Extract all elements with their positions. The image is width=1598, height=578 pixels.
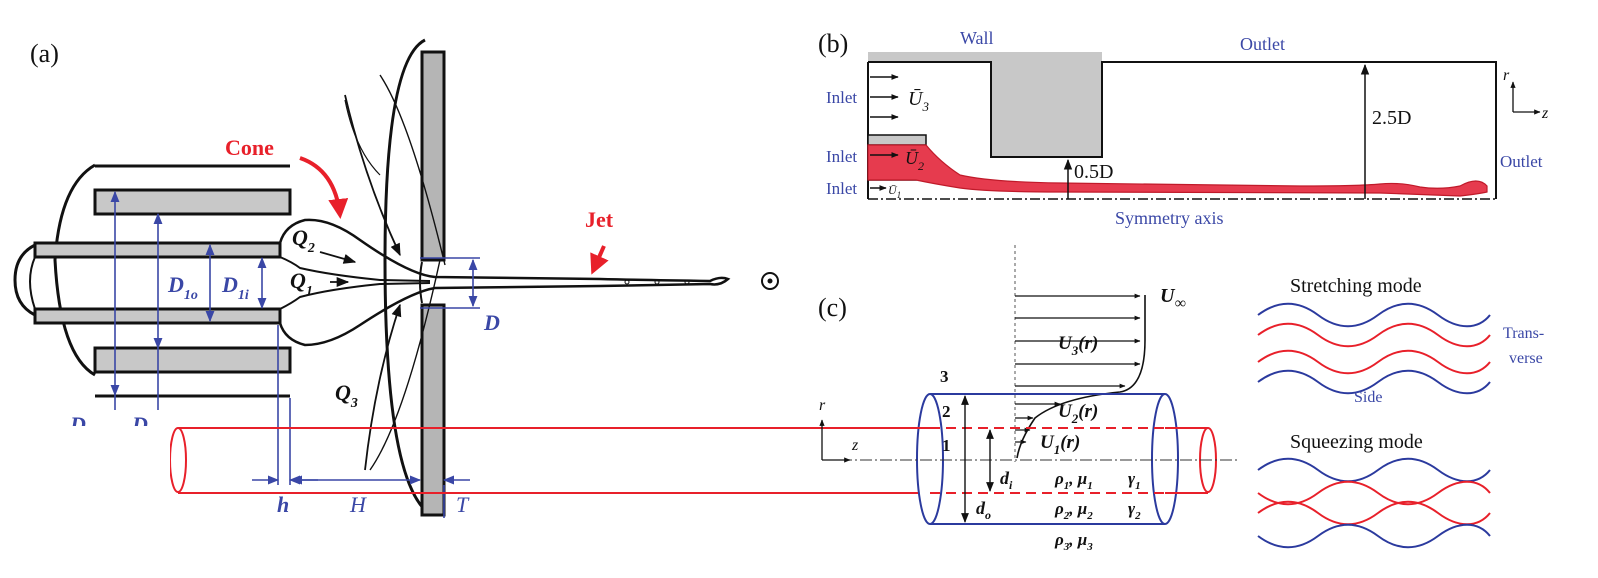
panel-c-label: (c) <box>818 293 847 322</box>
orifice-plate <box>383 38 446 517</box>
outlet-right-label: Outlet <box>1500 152 1543 171</box>
dimensions-a <box>110 190 480 518</box>
svg-text:Ū3: Ū3 <box>908 88 929 114</box>
svg-text:do: do <box>976 498 991 522</box>
svg-text:U2(r): U2(r) <box>1058 401 1098 426</box>
panel-b: (b) Wall Outlet Inlet Inlet Inlet Ū3 Ū2 … <box>818 28 1549 228</box>
svg-text:di: di <box>1000 468 1013 492</box>
inner-nozzle <box>13 241 282 325</box>
droplet <box>761 272 779 290</box>
svg-text:ρ1, μ1: ρ1, μ1 <box>1054 469 1093 492</box>
outlet-top-label: Outlet <box>1240 34 1285 54</box>
panel-b-label: (b) <box>818 29 848 58</box>
panel-a: (a) <box>13 38 779 518</box>
svg-text:0.5D: 0.5D <box>1074 161 1113 183</box>
squeezing-mode-title: Squeezing mode <box>1290 431 1423 453</box>
svg-text:z: z <box>851 437 859 454</box>
svg-text:2: 2 <box>942 402 951 421</box>
symmetry-axis-label: Symmetry axis <box>1115 208 1224 228</box>
svg-text:D: D <box>483 310 500 335</box>
svg-text:Q1: Q1 <box>290 268 313 299</box>
modes: Stretching mode Trans- verse Side Squeez… <box>1257 275 1544 549</box>
svg-text:Side: Side <box>1354 389 1382 406</box>
svg-text:D1o: D1o <box>167 272 198 303</box>
svg-text:r: r <box>819 397 826 414</box>
wall-label: Wall <box>960 28 994 48</box>
svg-text:Inlet: Inlet <box>826 147 857 166</box>
svg-text:Inlet: Inlet <box>826 179 857 198</box>
svg-text:r: r <box>1503 67 1510 84</box>
stretching-mode-title: Stretching mode <box>1290 275 1422 297</box>
outer-nozzle <box>53 163 292 398</box>
svg-text:Inlet: Inlet <box>826 88 857 107</box>
svg-text:Q2: Q2 <box>292 225 315 256</box>
svg-text:Ū1: Ū1 <box>888 183 901 200</box>
svg-text:D1i: D1i <box>221 272 249 303</box>
cone-outline <box>278 218 731 347</box>
svg-text:Trans-: Trans- <box>1503 325 1544 342</box>
svg-text:Q3: Q3 <box>335 380 358 411</box>
jet-shape <box>867 144 1488 197</box>
svg-text:γ2: γ2 <box>1128 499 1141 522</box>
cone-label: Cone <box>225 135 274 160</box>
svg-text:1: 1 <box>942 436 951 455</box>
panel-c: (c) U∞ U3(r) U2(r) U1(r) <box>169 245 1240 553</box>
svg-text:z: z <box>1541 105 1549 122</box>
panel-a-label: (a) <box>30 39 59 68</box>
svg-text:Ū2: Ū2 <box>905 148 924 173</box>
svg-text:ρ2, μ2: ρ2, μ2 <box>1054 499 1093 522</box>
svg-text:γ1: γ1 <box>1128 469 1141 492</box>
svg-text:verse: verse <box>1509 350 1543 367</box>
svg-text:T: T <box>456 492 470 517</box>
svg-text:h: h <box>277 492 289 517</box>
svg-text:3: 3 <box>940 367 949 386</box>
svg-text:U∞: U∞ <box>1160 285 1186 312</box>
outer-cylinder <box>916 393 1179 525</box>
svg-text:U1(r): U1(r) <box>1040 432 1080 457</box>
inner-cylinder <box>169 427 1217 494</box>
svg-text:ρ3, μ3: ρ3, μ3 <box>1054 530 1093 553</box>
jet-label: Jet <box>585 207 614 232</box>
svg-text:2.5D: 2.5D <box>1372 107 1411 129</box>
svg-text:H: H <box>349 492 367 517</box>
svg-text:U3(r): U3(r) <box>1058 333 1098 358</box>
